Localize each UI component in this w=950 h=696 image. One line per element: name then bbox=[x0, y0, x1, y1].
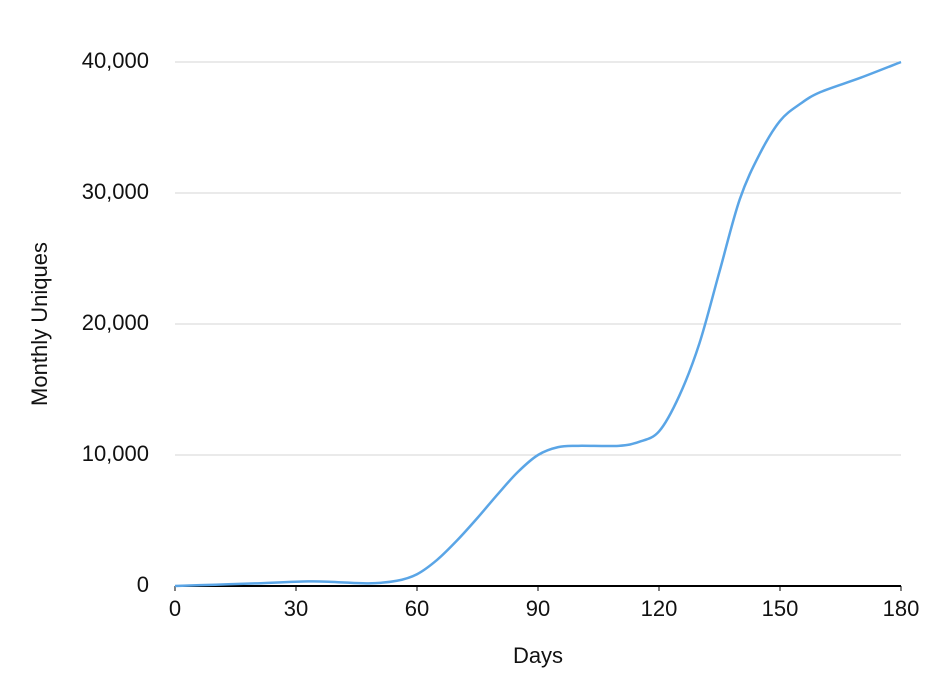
y-tick-label: 10,000 bbox=[82, 441, 149, 466]
line bbox=[174, 60, 902, 588]
x-axis-label: Days bbox=[513, 643, 563, 668]
x-tick-label: 180 bbox=[883, 596, 920, 621]
y-axis-label: Monthly Uniques bbox=[27, 242, 52, 406]
x-tick-label: 150 bbox=[762, 596, 799, 621]
x-tick-label: 90 bbox=[526, 596, 550, 621]
x-tick-label: 0 bbox=[169, 596, 181, 621]
y-tick-label: 0 bbox=[137, 572, 149, 597]
x-tick-label: 60 bbox=[405, 596, 429, 621]
y-tick-label: 20,000 bbox=[82, 310, 149, 335]
y-tick-label: 30,000 bbox=[82, 179, 149, 204]
x-tick-label: 120 bbox=[641, 596, 678, 621]
y-tick-label: 40,000 bbox=[82, 48, 149, 73]
x-tick-label: 30 bbox=[284, 596, 308, 621]
